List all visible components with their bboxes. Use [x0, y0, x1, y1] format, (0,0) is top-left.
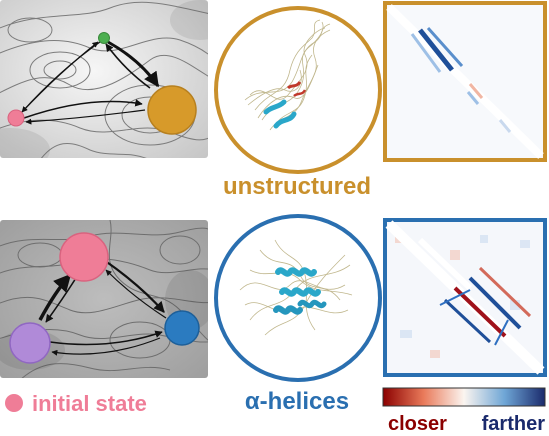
- state-node-blue: [164, 310, 200, 346]
- landscape-panel-top: [0, 0, 208, 158]
- state-node-pink: [7, 109, 25, 127]
- colorbar: [382, 387, 546, 407]
- state-node-orange: [147, 85, 197, 135]
- legend-initial-state: initial state: [32, 391, 147, 416]
- state-node-pink-large: [59, 232, 109, 282]
- unstructured-fragments: [263, 81, 307, 129]
- contact-map-top: [383, 1, 547, 162]
- state-node-purple: [9, 322, 51, 364]
- contact-map-bottom: [383, 218, 547, 377]
- helix-cluster: [273, 267, 327, 315]
- state-node-green: [98, 32, 110, 44]
- unstructured-label: unstructured: [223, 173, 371, 200]
- pink-dot-icon: [5, 394, 23, 412]
- molecule-circle-top: [214, 6, 382, 174]
- molecule-circle-bottom: [214, 214, 382, 382]
- transition-arrows-bottom: [38, 259, 167, 356]
- unstructured-ensemble: [244, 19, 331, 131]
- colorbar-closer-label: closer: [388, 413, 447, 435]
- helices-label: α-helices: [245, 388, 349, 415]
- colorbar-farther-label: farther: [482, 413, 546, 435]
- transition-arrows-top: [21, 40, 160, 125]
